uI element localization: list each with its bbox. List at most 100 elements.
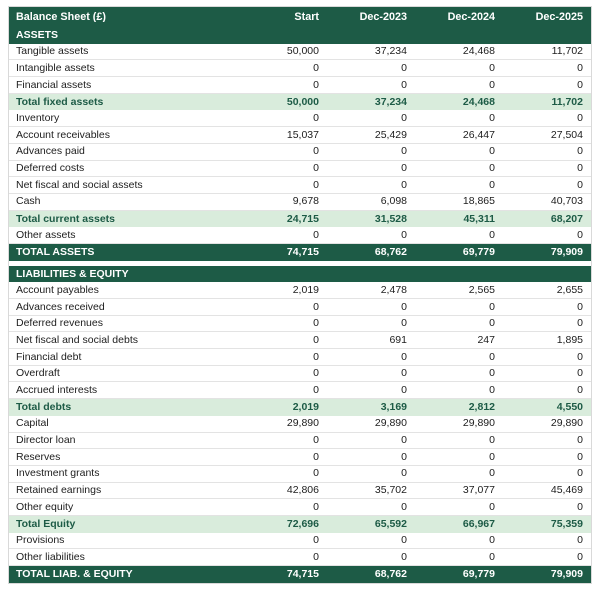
- item-row: Overdraft 0 0 0 0: [9, 365, 591, 383]
- cell-value: 0: [577, 78, 583, 91]
- item-row: Financial assets 0 0 0 0: [9, 77, 591, 94]
- cell-value: 69,779: [462, 568, 495, 581]
- item-row: Accrued interests 0 0 0 0: [9, 382, 591, 400]
- cell-value: 0: [577, 500, 583, 513]
- spacer-row: [9, 260, 591, 266]
- cell-value: 74,715: [286, 568, 319, 581]
- subtotal-row: Total debts 2,019 3,169 2,812 4,550: [9, 399, 591, 416]
- cell-value: 0: [577, 534, 583, 547]
- cell-value: 9,678: [292, 195, 319, 208]
- cell-value: 0: [313, 467, 319, 480]
- row-label: Other assets: [16, 229, 76, 241]
- row-label: Account receivables: [16, 129, 110, 141]
- row-label: Total Equity: [16, 519, 76, 530]
- cell-value: 0: [401, 534, 407, 547]
- cell-value: 0: [489, 500, 495, 513]
- cell-value: 40,703: [550, 195, 583, 208]
- cell-value: 0: [489, 300, 495, 313]
- cell-value: 0: [313, 112, 319, 125]
- cell-value: 2,812: [468, 401, 495, 414]
- column-header: Dec-2023: [359, 10, 407, 23]
- column-header: Dec-2024: [447, 10, 495, 23]
- cell-value: 0: [489, 450, 495, 463]
- cell-value: 0: [577, 467, 583, 480]
- cell-value: 0: [313, 550, 319, 563]
- row-label: TOTAL LIAB. & EQUITY: [16, 569, 133, 580]
- row-label: TOTAL ASSETS: [16, 247, 95, 258]
- cell-value: 72,696: [286, 518, 319, 531]
- row-label: ASSETS: [16, 30, 59, 41]
- row-label: Net fiscal and social debts: [16, 334, 138, 346]
- item-row: Other equity 0 0 0 0: [9, 499, 591, 516]
- column-header: Start: [294, 10, 319, 23]
- item-row: Provisions 0 0 0 0: [9, 532, 591, 550]
- cell-value: 0: [489, 112, 495, 125]
- item-row: Retained earnings 42,806 35,702 37,077 45,46…: [9, 482, 591, 500]
- cell-value: 0: [577, 350, 583, 363]
- cell-value: 2,565: [468, 283, 495, 296]
- cell-value: 29,890: [462, 417, 495, 430]
- cell-value: 15,037: [286, 128, 319, 141]
- item-row: Director loan 0 0 0 0: [9, 432, 591, 450]
- row-label: Retained earnings: [16, 485, 102, 496]
- cell-value: 11,702: [551, 95, 583, 108]
- item-row: Reserves 0 0 0 0: [9, 449, 591, 466]
- cell-value: 0: [401, 500, 407, 513]
- cell-value: 0: [489, 384, 495, 397]
- cell-value: 37,234: [374, 95, 407, 108]
- cell-value: 11,702: [551, 45, 583, 58]
- cell-value: 79,909: [550, 568, 583, 581]
- cell-value: 75,359: [550, 518, 583, 531]
- cell-value: 0: [489, 367, 495, 380]
- cell-value: 0: [577, 145, 583, 158]
- cell-value: 35,702: [374, 484, 407, 497]
- cell-value: 0: [313, 162, 319, 175]
- cell-value: 0: [401, 350, 407, 363]
- cell-value: 29,890: [286, 417, 319, 430]
- row-label: Tangible assets: [16, 46, 89, 57]
- item-row: Deferred revenues 0 0 0 0: [9, 315, 591, 333]
- row-label: Net fiscal and social assets: [16, 179, 143, 191]
- cell-value: 6,098: [380, 195, 407, 208]
- cell-value: 0: [313, 534, 319, 547]
- item-row: Net fiscal and social assets 0 0 0 0: [9, 177, 591, 194]
- row-label: Intangible assets: [16, 62, 95, 74]
- total-row: TOTAL ASSETS 74,715 68,762 69,779 79,909: [9, 243, 591, 261]
- cell-value: 27,504: [550, 128, 583, 141]
- row-label: Advances paid: [16, 146, 85, 157]
- row-label: Financial debt: [16, 351, 82, 363]
- cell-value: 0: [577, 367, 583, 380]
- cell-value: 31,528: [374, 212, 407, 225]
- row-label: Cash: [16, 196, 41, 207]
- cell-value: 24,715: [286, 212, 319, 225]
- cell-value: 0: [401, 300, 407, 313]
- item-row: Deferred costs 0 0 0 0: [9, 160, 591, 178]
- cell-value: 0: [401, 367, 407, 380]
- cell-value: 0: [313, 384, 319, 397]
- cell-value: 2,478: [380, 283, 407, 296]
- row-label: Capital: [16, 418, 49, 429]
- cell-value: 0: [577, 112, 583, 125]
- total-row: TOTAL LIAB. & EQUITY 74,715 68,762 69,779 79…: [9, 566, 591, 583]
- cell-value: 691: [389, 333, 407, 346]
- cell-value: 2,655: [556, 283, 583, 296]
- item-row: Tangible assets 50,000 37,234 24,468 11,702: [9, 43, 591, 61]
- cell-value: 0: [401, 112, 407, 125]
- cell-value: 0: [401, 178, 407, 191]
- row-label: Overdraft: [16, 368, 60, 379]
- subtotal-row: Total current assets 24,715 31,528 45,311 68…: [9, 210, 591, 228]
- cell-value: 0: [489, 162, 495, 175]
- cell-value: 69,779: [462, 246, 495, 259]
- cell-value: 0: [401, 145, 407, 158]
- cell-value: 0: [401, 384, 407, 397]
- cell-value: 0: [401, 550, 407, 563]
- section-row: ASSETS: [9, 27, 591, 44]
- cell-value: 0: [313, 350, 319, 363]
- cell-value: 25,429: [374, 128, 407, 141]
- cell-value: 0: [577, 228, 583, 241]
- subtotal-row: Total Equity 72,696 65,592 66,967 75,359: [9, 515, 591, 533]
- item-row: Cash 9,678 6,098 18,865 40,703: [9, 193, 591, 211]
- cell-value: 0: [401, 228, 407, 241]
- cell-value: 0: [489, 317, 495, 330]
- cell-value: 42,806: [286, 484, 319, 497]
